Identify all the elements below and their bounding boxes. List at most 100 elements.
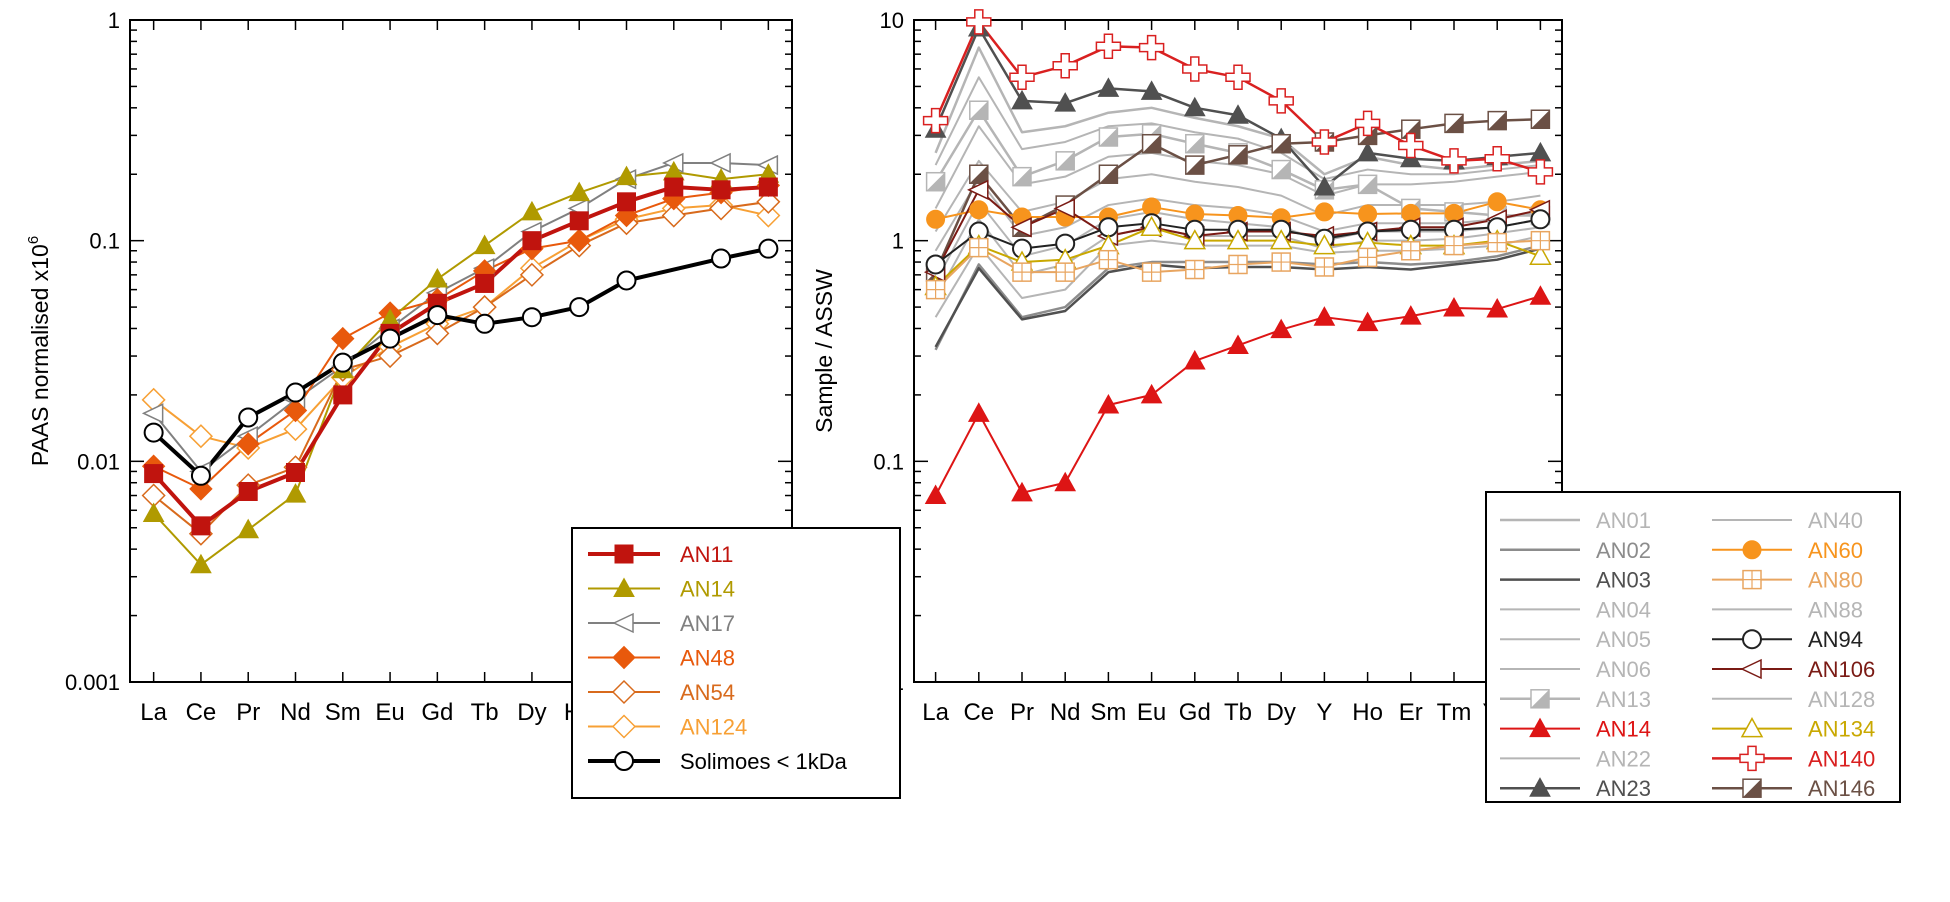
chart-left-point-an11 xyxy=(333,385,353,405)
chart-right-line-an14 xyxy=(934,295,1541,496)
chart-right-point-an13-fill xyxy=(926,172,945,191)
chart-left-point-an11 xyxy=(191,516,211,536)
chart-right-xtick-label: Ho xyxy=(1352,699,1383,726)
chart-right-point-an14 xyxy=(1443,297,1465,317)
chart-right-point-an23 xyxy=(1529,141,1552,162)
chart-right-legend-marker xyxy=(1742,629,1762,650)
chart-right-legend-label: AN128 xyxy=(1808,687,1875,712)
chart-left-ytick-label: 0.1 xyxy=(89,229,120,254)
chart-right-point-an140 xyxy=(966,9,992,35)
chart-right-legend-marker-fill xyxy=(1743,779,1761,798)
chart-right-point-an80 xyxy=(1314,257,1335,277)
chart-right-point-an140 xyxy=(1398,132,1424,159)
chart-left-point-solimoes-1kda xyxy=(758,238,779,259)
chart-right-point-an140 xyxy=(1268,88,1294,114)
chart-left-point-an11 xyxy=(522,231,542,251)
chart-right-point-an14 xyxy=(1399,305,1422,325)
chart-right-legend-marker xyxy=(1740,717,1764,738)
chart-right-point-an146-fill xyxy=(1531,110,1550,129)
chart-left-point-an14 xyxy=(521,200,543,221)
chart-right-legend-label: AN146 xyxy=(1808,776,1875,801)
chart-left-legend-label: AN48 xyxy=(680,646,735,671)
chart-left-legend-label: AN11 xyxy=(680,542,733,567)
chart-left-point-an14 xyxy=(142,502,165,523)
chart-right-legend-label: AN60 xyxy=(1808,538,1863,563)
chart-right-point-an80 xyxy=(1141,262,1162,282)
chart-right-point-an60 xyxy=(969,200,989,220)
chart-right-legend-label: AN23 xyxy=(1596,776,1651,801)
chart-left-legend-label: AN17 xyxy=(680,611,735,636)
chart-right-point-an80 xyxy=(1271,252,1291,272)
chart-right-point-an14 xyxy=(1227,334,1249,354)
chart-right-point-an13 xyxy=(1098,127,1119,147)
chart-right-ytick-label: 1 xyxy=(892,229,904,254)
chart-left-legend-label: AN54 xyxy=(680,680,735,705)
chart-left-point-an48 xyxy=(331,326,355,351)
chart-right-point-an23 xyxy=(1140,80,1163,100)
chart-left-point-an124 xyxy=(188,424,213,449)
chart-left-point-an11 xyxy=(475,273,495,293)
chart-right-point-an80 xyxy=(1487,232,1507,253)
chart-right-legend-marker xyxy=(1742,778,1762,798)
chart-left-point-solimoes-1kda xyxy=(332,352,353,373)
chart-left-xtick-label: Sm xyxy=(325,699,361,726)
chart-right-xtick-label: Er xyxy=(1399,699,1423,726)
chart-left-legend-label: AN124 xyxy=(680,715,747,740)
chart-right-xtick-label: Sm xyxy=(1090,699,1126,726)
chart-right-legend xyxy=(1485,491,1901,803)
chart-right-point-an146-fill xyxy=(1229,145,1247,164)
chart-right-point-an140 xyxy=(1095,33,1122,60)
chart-left-point-an14 xyxy=(568,181,591,202)
chart-left-point-an14 xyxy=(237,518,260,539)
chart-right-xtick-label: Tm xyxy=(1437,699,1472,726)
chart-right-point-an60 xyxy=(1314,202,1334,222)
chart-right-point-an80 xyxy=(1185,259,1205,280)
chart-left-point-an124 xyxy=(756,203,781,228)
chart-left-point-an54 xyxy=(378,343,403,369)
chart-left-point-an17 xyxy=(709,152,731,174)
chart-left-legend-marker xyxy=(612,645,636,670)
chart-left-legend-marker xyxy=(611,679,637,705)
chart-right-point-an13 xyxy=(1055,151,1075,171)
chart-right-legend-label: AN14 xyxy=(1596,717,1651,742)
chart-right-legend-label: AN106 xyxy=(1808,657,1875,682)
chart-right-point-an134 xyxy=(1226,229,1250,250)
chart-left-point-solimoes-1kda xyxy=(190,465,211,486)
chart-right-legend-marker-fill xyxy=(1531,689,1549,708)
chart-right-point-an134 xyxy=(1529,244,1552,265)
chart-left-point-an48 xyxy=(283,398,308,423)
chart-right-ylabel-text: Sample / ASSW xyxy=(811,269,837,433)
chart-right-point-an13 xyxy=(1357,174,1378,195)
chart-right-point-an146 xyxy=(1098,164,1119,184)
chart-right-xtick-label: La xyxy=(922,699,949,726)
chart-right-point-an134 xyxy=(1269,229,1293,250)
chart-right-point-an13 xyxy=(1185,133,1205,154)
chart-left-point-an14 xyxy=(615,165,638,186)
chart-right-point-an14 xyxy=(1054,471,1077,492)
chart-left-ytick-label: 0.001 xyxy=(65,670,120,695)
chart-right-line-an01 xyxy=(934,46,1541,176)
chart-right-point-an80 xyxy=(969,237,989,258)
chart-right-point-an13 xyxy=(1271,159,1291,180)
chart-right-point-an14 xyxy=(1140,383,1163,404)
chart-right-legend-label: AN40 xyxy=(1808,508,1863,533)
chart-right-point-an146-fill xyxy=(969,165,988,184)
chart-right-point-an13-fill xyxy=(1272,160,1291,179)
chart-right-point-an14 xyxy=(967,402,990,422)
chart-left-ylabel: PAAS normalised x106 xyxy=(25,236,53,466)
chart-right-legend-label: AN04 xyxy=(1596,597,1651,622)
chart-right-point-an146 xyxy=(1141,133,1162,154)
chart-left-point-solimoes-1kda xyxy=(143,422,164,443)
chart-left-line-an11 xyxy=(152,185,769,528)
chart-right-point-an140 xyxy=(1354,110,1381,137)
chart-right-legend-label: AN80 xyxy=(1808,568,1863,593)
chart-right-point-an146 xyxy=(1487,110,1507,131)
chart-right-point-an23 xyxy=(1011,89,1033,110)
chart-right-xtick-label: Tb xyxy=(1224,699,1252,726)
chart-right-point-an140 xyxy=(1311,129,1338,155)
chart-left-legend-marker xyxy=(614,751,634,771)
chart-left-ylabel-sup: 6 xyxy=(25,236,42,244)
chart-left-legend-marker xyxy=(614,544,634,564)
chart-right-point-an80 xyxy=(1098,249,1119,270)
